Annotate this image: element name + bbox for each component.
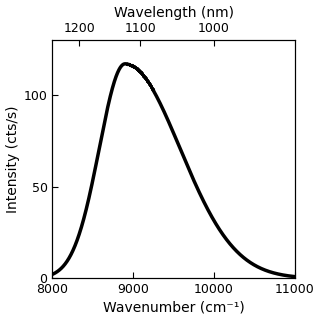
Y-axis label: Intensity (cts/s): Intensity (cts/s) — [5, 106, 20, 213]
X-axis label: Wavelength (nm): Wavelength (nm) — [114, 5, 234, 20]
X-axis label: Wavenumber (cm⁻¹): Wavenumber (cm⁻¹) — [103, 300, 244, 315]
